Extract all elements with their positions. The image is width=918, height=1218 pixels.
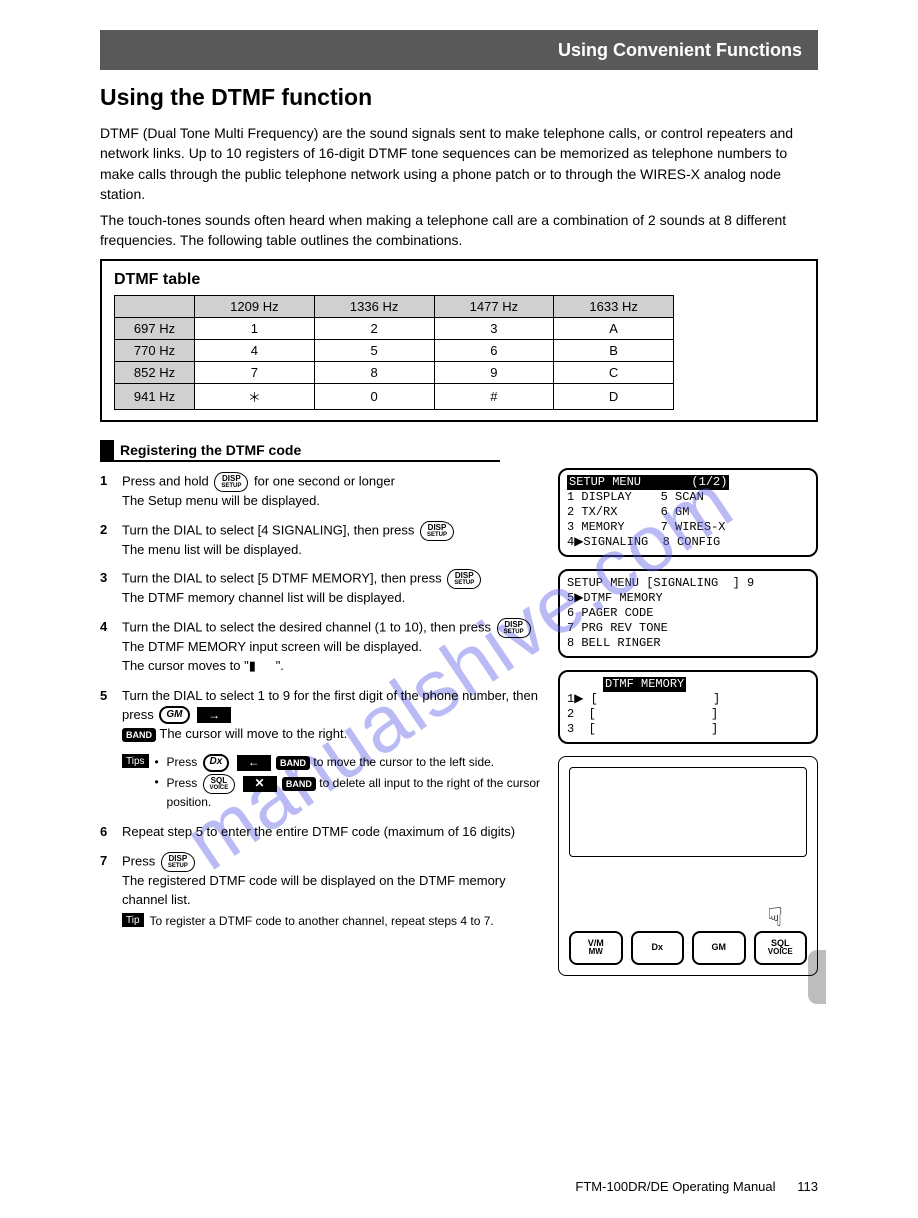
disp-setup-key-icon: DISPSETUP (497, 618, 531, 638)
disp-setup-key-icon: DISPSETUP (447, 569, 481, 589)
table-row: 697 Hz 1 2 3 A (115, 317, 674, 339)
header-title: Using Convenient Functions (558, 40, 802, 61)
lcd-signaling-menu: SETUP MENU [SIGNALING ] 9 5▶DTMF MEMORY … (558, 569, 818, 658)
intro-1: DTMF (Dual Tone Multi Frequency) are the… (100, 123, 818, 204)
step-5: 5 Turn the DIAL to select 1 to 9 for the… (100, 687, 544, 744)
subheading: Registering the DTMF code (100, 440, 500, 462)
tip-label: Tip (122, 913, 144, 927)
step-7: 7 Press DISPSETUP The registered DTMF co… (100, 852, 544, 931)
footer: FTM-100DR/DE Operating Manual 113 (575, 1179, 818, 1194)
dx-button[interactable]: Dx (631, 931, 685, 965)
cursor-placeholder: ▮ (249, 659, 276, 674)
step-3: 3 Turn the DIAL to select [5 DTMF MEMORY… (100, 569, 544, 608)
dtmf-table-title: DTMF table (114, 271, 804, 289)
panel-screen (569, 767, 807, 857)
table-row: 1209 Hz 1336 Hz 1477 Hz 1633 Hz (115, 295, 674, 317)
gm-key-icon: GM (159, 706, 189, 724)
lcd-dtmf-memory: DTMF MEMORY 1▶ [ ] 2 [ ] 3 [ ] (558, 670, 818, 744)
clear-x-icon: ✕ (243, 776, 277, 792)
disp-setup-key-icon: DISPSETUP (214, 472, 248, 492)
band-chip: BAND (282, 777, 316, 791)
arrow-right-icon: → (197, 707, 231, 723)
gm-button[interactable]: GM (692, 931, 746, 965)
table-row: 852 Hz 7 8 9 C (115, 361, 674, 383)
sql-voice-button[interactable]: SQLVOICE (754, 931, 808, 965)
header-bar: Using Convenient Functions (100, 30, 818, 70)
step-6: 6 Repeat step 5 to enter the entire DTMF… (100, 823, 544, 842)
table-row: 770 Hz 4 5 6 B (115, 339, 674, 361)
section-title: Using the DTMF function (100, 84, 818, 111)
intro-2: The touch-tones sounds often heard when … (100, 210, 818, 251)
step-1: 1 Press and hold DISPSETUP for one secon… (100, 472, 544, 511)
disp-setup-key-icon: DISPSETUP (420, 521, 454, 541)
table-row: 941 Hz ＊ 0 # D (115, 383, 674, 409)
steps-column: 1 Press and hold DISPSETUP for one secon… (100, 468, 544, 976)
lcd-column: SETUP MENU (1/2) 1 DISPLAY 5 SCAN 2 TX/R… (558, 468, 818, 976)
dtmf-box: DTMF table 1209 Hz 1336 Hz 1477 Hz 1633 … (100, 259, 818, 422)
vmmw-button[interactable]: V/MMW (569, 931, 623, 965)
lcd-setup-menu: SETUP MENU (1/2) 1 DISPLAY 5 SCAN 2 TX/R… (558, 468, 818, 557)
band-chip: BAND (122, 728, 156, 742)
disp-setup-key-icon: DISPSETUP (161, 852, 195, 872)
radio-front-panel: ☟ V/MMW Dx GM SQLVOICE (558, 756, 818, 976)
band-chip: BAND (276, 756, 310, 770)
step-5-tips: Tips Press Dx ← BAND to move the cursor … (100, 754, 544, 813)
step-4: 4 Turn the DIAL to select the desired ch… (100, 618, 544, 677)
tips-label: Tips (122, 754, 149, 768)
sql-voice-key-icon: SQLVOICE (203, 774, 236, 794)
pointing-hand-icon: ☟ (767, 902, 783, 933)
step-2: 2 Turn the DIAL to select [4 SIGNALING],… (100, 521, 544, 560)
dx-key-icon: Dx (203, 754, 230, 772)
dtmf-table: 1209 Hz 1336 Hz 1477 Hz 1633 Hz 697 Hz 1… (114, 295, 674, 410)
arrow-left-icon: ← (237, 755, 271, 771)
